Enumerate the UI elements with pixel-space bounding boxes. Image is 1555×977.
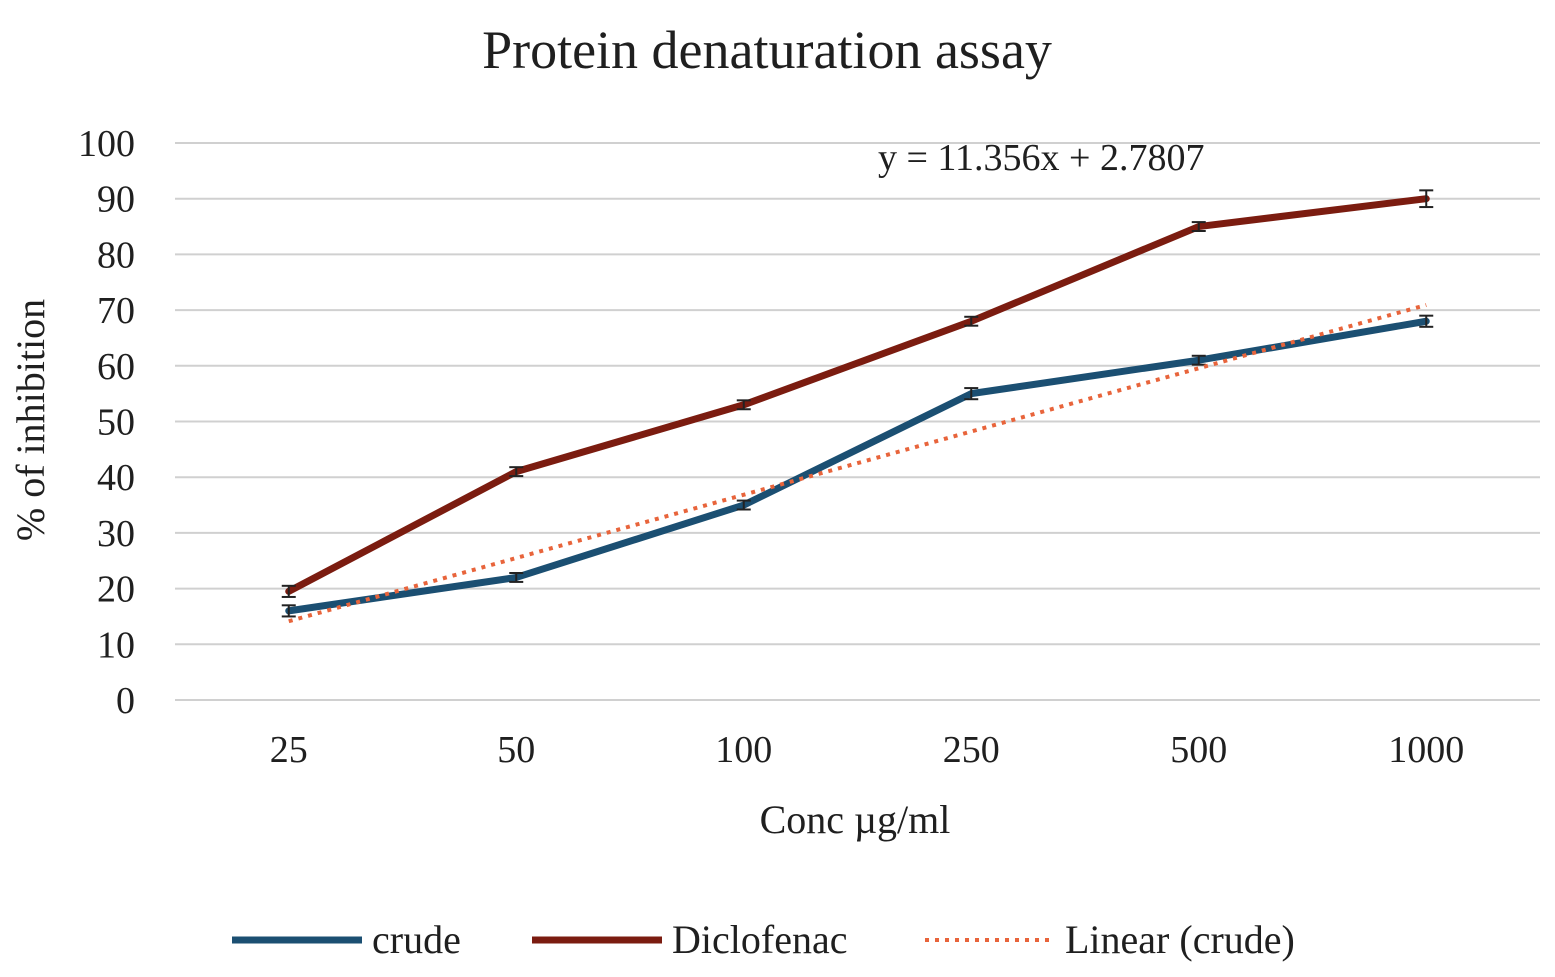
y-tick-label-0: 0 [116, 680, 135, 722]
y-tick-label-100: 100 [78, 123, 135, 165]
y-tick-label-10: 10 [97, 624, 135, 666]
x-tick-label-1000: 1000 [1388, 729, 1464, 771]
chart-title: Protein denaturation assay [482, 20, 1052, 80]
error-bar-crude-1000 [1419, 314, 1434, 328]
x-axis-ticks: 25 50 100 250 500 1000 [270, 729, 1465, 771]
x-tick-label-250: 250 [943, 729, 1000, 771]
y-axis-title: % of inhibition [8, 299, 53, 541]
y-tick-label-30: 30 [97, 513, 135, 555]
y-tick-label-70: 70 [97, 290, 135, 332]
trendline-linear-crude [288, 303, 1427, 624]
gridlines [175, 142, 1540, 701]
y-tick-label-50: 50 [97, 402, 135, 444]
error-bar-diclofenac-100 [736, 399, 751, 411]
y-tick-label-60: 60 [97, 346, 135, 388]
legend-label-linear-crude: Linear (crude) [1065, 917, 1295, 962]
error-bar-diclofenac-1000 [1419, 189, 1434, 209]
trendline-layer [288, 303, 1427, 624]
x-tick-label-25: 25 [270, 729, 308, 771]
trendline-equation: y = 11.356x + 2.7807 [878, 137, 1204, 179]
x-tick-label-100: 100 [715, 729, 772, 771]
series-line-crude [285, 317, 1430, 615]
error-bar-diclofenac-250 [964, 315, 979, 327]
error-bar-crude-500 [1191, 354, 1206, 366]
error-bar-diclofenac-500 [1191, 221, 1206, 233]
y-tick-label-90: 90 [97, 179, 135, 221]
series-layer [285, 195, 1430, 615]
y-tick-label-80: 80 [97, 234, 135, 276]
legend-label-diclofenac: Diclofenac [672, 917, 847, 962]
y-tick-label-20: 20 [97, 569, 135, 611]
legend-label-crude: crude [372, 917, 461, 962]
error-bar-diclofenac-25 [281, 584, 296, 598]
x-axis-title: Conc µg/ml [760, 797, 951, 842]
y-tick-label-40: 40 [97, 457, 135, 499]
x-tick-label-50: 50 [497, 729, 535, 771]
error-bar-crude-50 [509, 572, 524, 583]
y-axis-ticks: 0 10 20 30 40 50 60 70 80 90 100 [78, 123, 135, 722]
error-bar-crude-100 [736, 499, 751, 511]
series-line-diclofenac [285, 195, 1430, 595]
error-bar-crude-250 [964, 387, 979, 401]
x-tick-label-500: 500 [1170, 729, 1227, 771]
error-bar-diclofenac-50 [509, 466, 524, 478]
legend: crude Diclofenac Linear (crude) [232, 917, 1295, 962]
errorbar-layer [281, 189, 1434, 618]
error-bar-crude-25 [281, 604, 296, 618]
